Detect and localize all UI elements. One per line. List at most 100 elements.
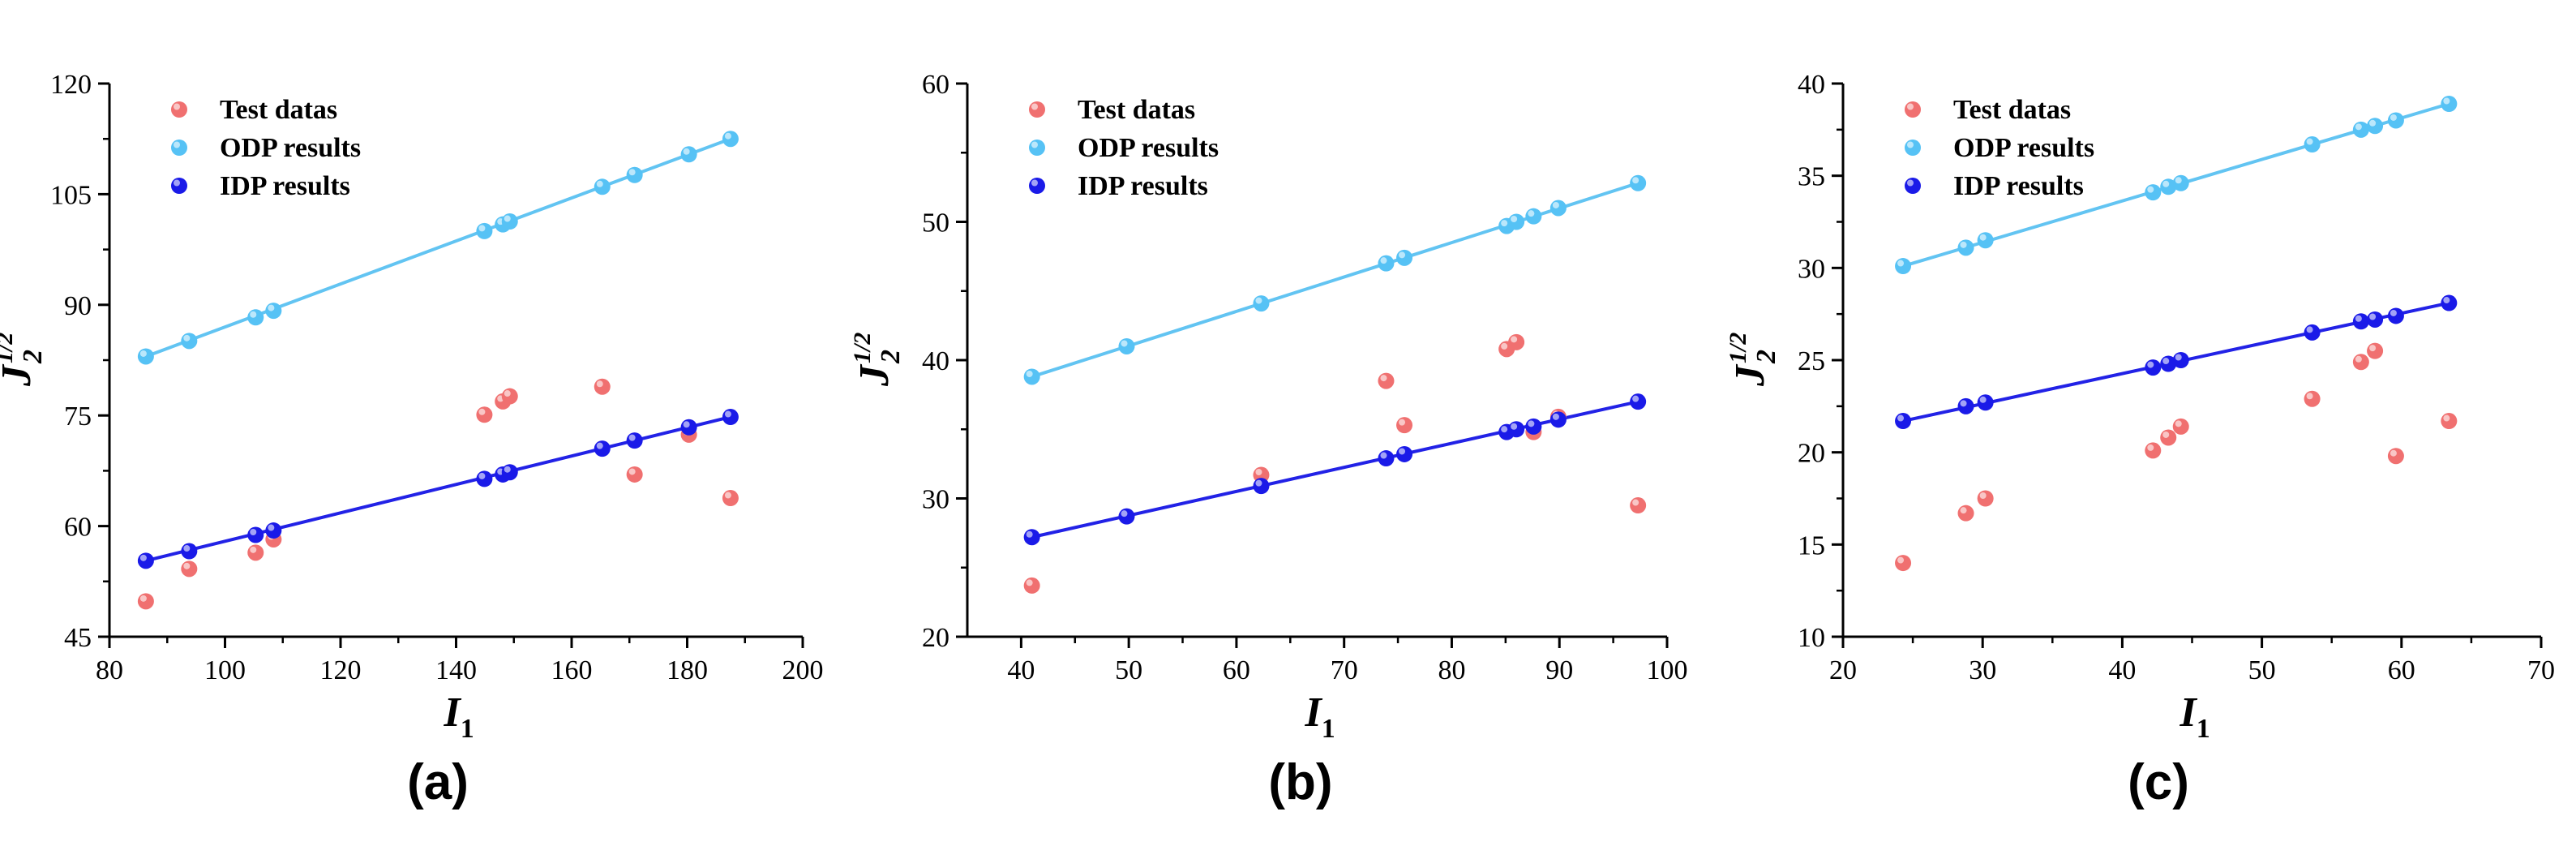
data-point-odp	[1396, 249, 1413, 266]
y-axis-title-main: J	[0, 363, 40, 387]
data-point-odp	[2387, 112, 2404, 129]
data-point-odp-fill	[1023, 368, 1040, 385]
data-point-idp-fill	[2352, 313, 2369, 330]
legend-label-test: Test datas	[1953, 95, 2071, 125]
data-point-odp-highlight	[478, 225, 486, 232]
data-point-idp	[2172, 352, 2189, 368]
data-point-odp-highlight	[2306, 138, 2313, 145]
data-point-idp-fill	[722, 409, 739, 426]
data-point-odp-highlight	[2162, 180, 2170, 187]
data-point-idp-fill	[1549, 411, 1567, 428]
y-tick-label: 15	[1798, 530, 1825, 560]
data-point-test-highlight	[2175, 420, 2182, 427]
chart-panel-2: 40 50 60 70 80 90 100 20 30 40 50 60 Test datas ODP r…	[849, 70, 1688, 810]
data-point-idp	[1630, 393, 1647, 410]
data-point-odp	[2352, 121, 2369, 138]
data-point-odp-fill	[594, 178, 611, 195]
data-point-idp-highlight	[1979, 396, 1987, 403]
data-point-test-fill	[626, 466, 643, 483]
data-point-idp-highlight	[724, 410, 731, 418]
y-axis-title-sup: 1/2	[849, 333, 876, 363]
y-axis-title-sub: 2	[1751, 350, 1781, 364]
data-point-test	[2387, 448, 2404, 465]
data-point-idp-fill	[1957, 397, 1974, 414]
data-point-odp	[626, 166, 643, 183]
data-point-idp	[722, 409, 739, 426]
y-axis-title-main: J	[851, 363, 898, 387]
x-tick-label: 160	[551, 655, 593, 685]
data-point-test	[2304, 390, 2321, 407]
data-point-idp-highlight	[478, 472, 486, 479]
data-point-test	[137, 593, 154, 610]
data-point-idp-fill	[1253, 478, 1270, 495]
data-point-test-highlight	[1897, 556, 1905, 564]
data-point-idp	[247, 526, 264, 543]
data-point-odp-highlight	[683, 148, 690, 155]
data-point-odp-fill	[626, 166, 643, 183]
legend-marker-idp-highlight	[174, 179, 180, 187]
y-axis-title: J21/2	[849, 333, 906, 387]
data-point-odp-fill	[1630, 174, 1647, 191]
data-point-idp	[2441, 294, 2458, 311]
data-point-test-fill	[2352, 354, 2369, 371]
data-point-odp	[2367, 118, 2384, 135]
data-point-test-fill	[1396, 417, 1413, 434]
x-tick-label: 20	[1829, 655, 1857, 685]
data-point-odp-highlight	[724, 132, 731, 140]
data-point-idp-highlight	[504, 466, 511, 473]
data-point-odp	[1630, 174, 1647, 191]
y-tick-label: 20	[922, 623, 949, 653]
data-point-idp-fill	[1023, 529, 1040, 546]
data-point-odp	[137, 348, 154, 365]
data-point-idp	[2367, 311, 2384, 328]
data-point-odp-highlight	[268, 304, 275, 311]
data-point-odp	[1378, 255, 1395, 272]
data-point-odp-fill	[2367, 118, 2384, 135]
data-point-odp-highlight	[628, 169, 636, 176]
legend-label-odp: ODP results	[220, 133, 361, 163]
data-point-odp	[1118, 337, 1135, 354]
data-point-test-highlight	[1399, 419, 1406, 426]
data-point-test-highlight	[596, 380, 603, 388]
data-point-odp-highlight	[1380, 257, 1387, 264]
data-point-idp	[1895, 413, 1912, 430]
x-tick-label: 140	[435, 655, 477, 685]
data-point-odp	[1253, 295, 1270, 312]
data-point-idp-highlight	[1380, 452, 1387, 459]
data-point-odp-fill	[265, 303, 282, 320]
data-point-idp-highlight	[2390, 309, 2397, 316]
y-axis-title-main: J	[1727, 363, 1773, 387]
legend-marker-odp	[1029, 140, 1045, 156]
legend-marker-odp-fill	[1905, 140, 1921, 156]
data-point-odp-fill	[181, 333, 198, 350]
data-point-odp	[247, 309, 264, 326]
y-tick-label: 10	[1798, 623, 1825, 653]
data-point-test	[181, 560, 198, 578]
data-point-idp	[2160, 355, 2177, 372]
legend-marker-test-highlight	[174, 103, 180, 110]
data-point-test-highlight	[724, 492, 731, 499]
data-point-idp	[1378, 450, 1395, 467]
y-axis-title-sub: 2	[18, 350, 48, 364]
data-point-test-highlight	[2443, 414, 2450, 422]
data-point-odp	[476, 222, 493, 239]
legend-marker-idp-highlight	[1907, 179, 1914, 187]
data-point-odp-highlight	[2443, 97, 2450, 105]
data-point-idp-fill	[1895, 413, 1912, 430]
data-point-odp-fill	[1957, 239, 1974, 256]
data-point-odp	[2441, 96, 2458, 113]
data-point-odp	[2160, 178, 2177, 195]
data-point-odp-fill	[2145, 184, 2162, 201]
data-point-idp-fill	[1630, 393, 1647, 410]
data-point-test-highlight	[139, 595, 147, 602]
data-point-odp-fill	[1525, 208, 1542, 225]
y-tick-label: 40	[922, 346, 949, 376]
legend-marker-idp-fill	[1029, 178, 1045, 194]
y-tick-label: 35	[1798, 162, 1825, 192]
data-point-idp	[476, 470, 493, 487]
data-point-idp-highlight	[628, 434, 636, 441]
data-point-test-highlight	[1511, 336, 1518, 343]
data-point-test	[722, 490, 739, 507]
data-point-odp-fill	[2387, 112, 2404, 129]
data-point-test-highlight	[1026, 579, 1033, 586]
